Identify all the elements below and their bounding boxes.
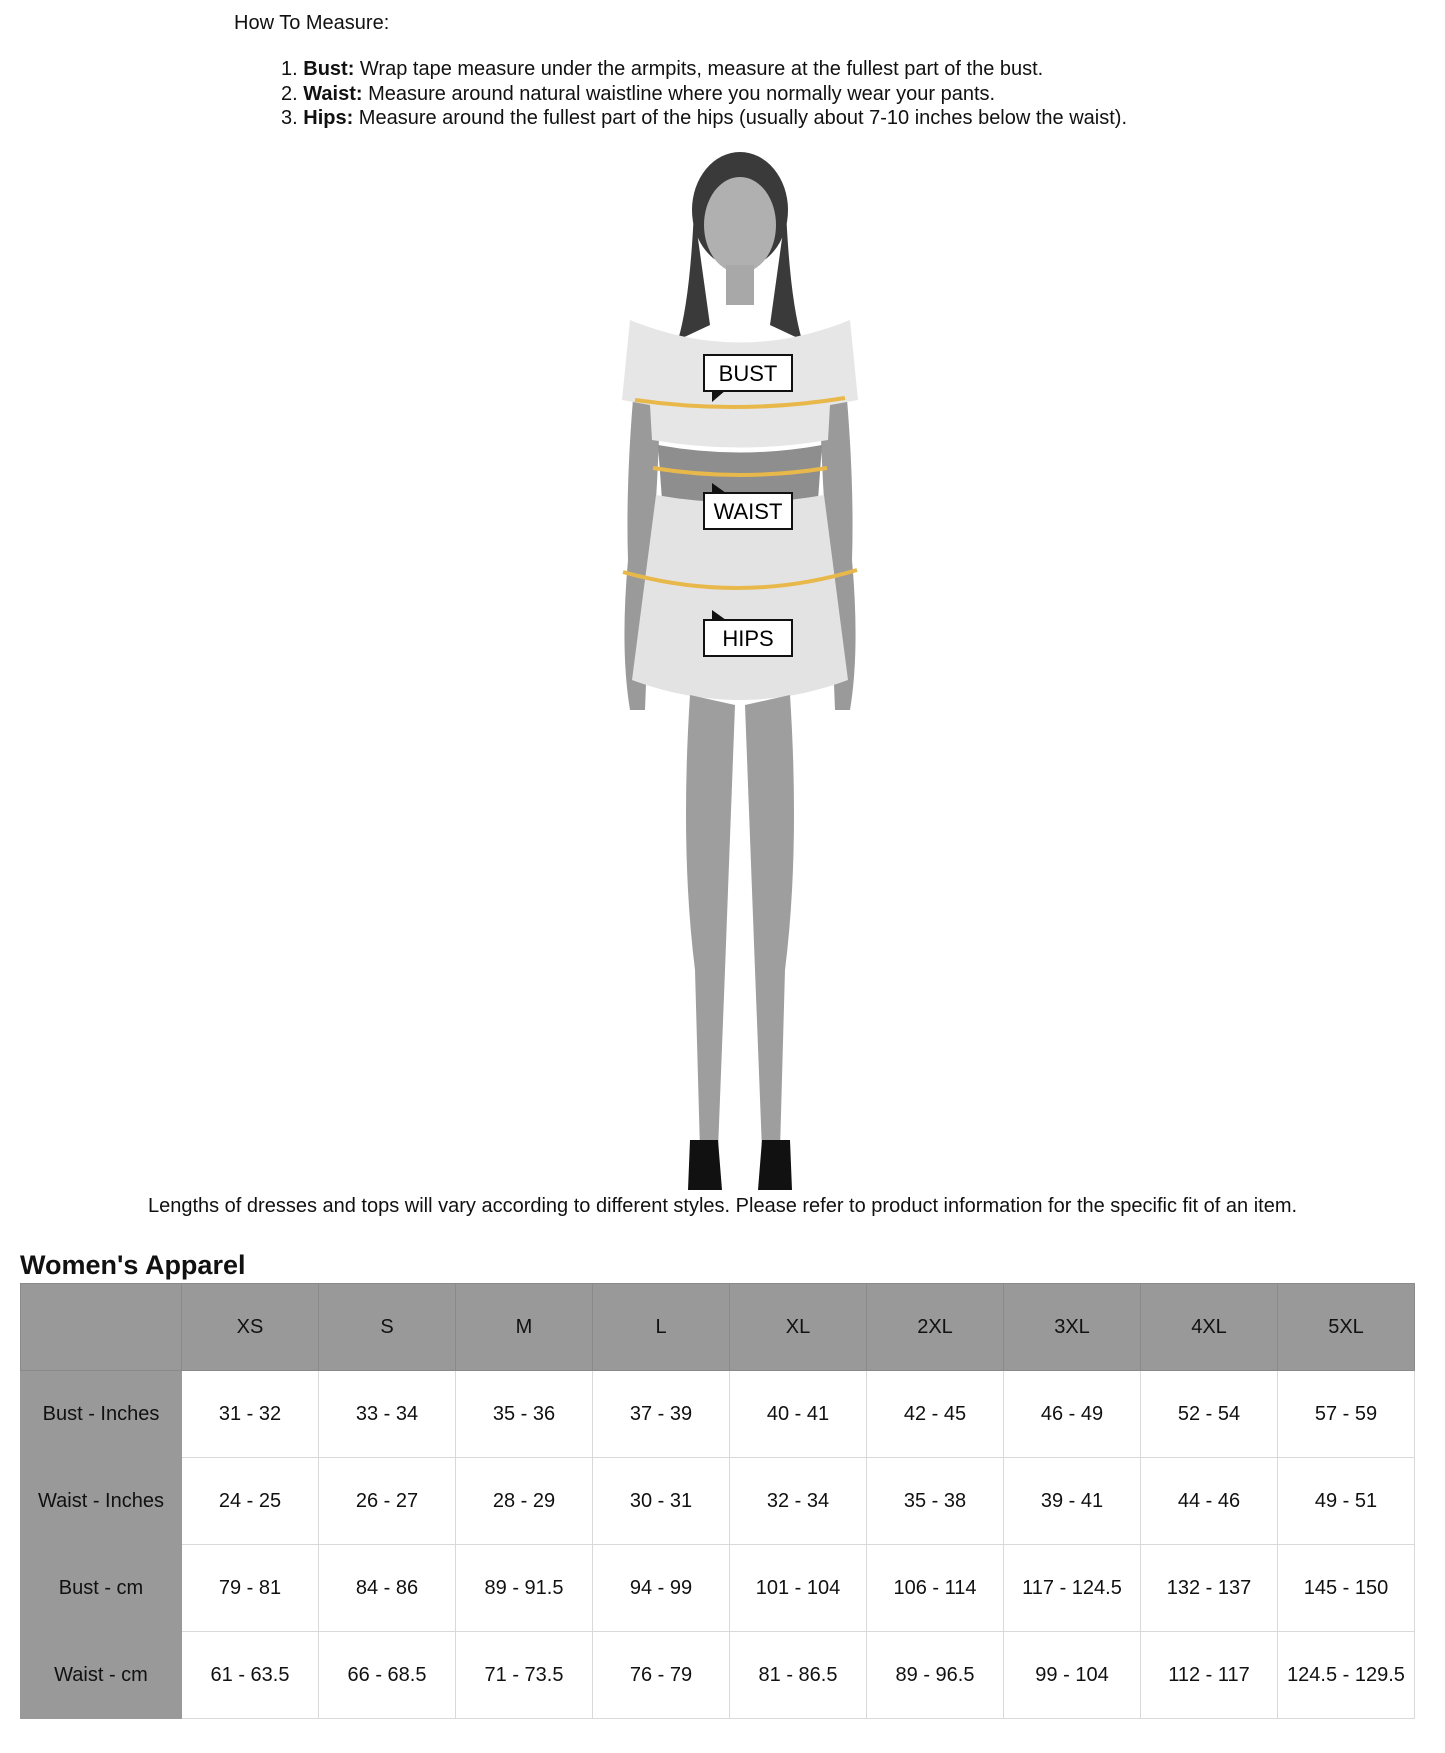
size-header-3xl: 3XL [1003,1283,1141,1371]
svg-text:WAIST: WAIST [714,499,783,524]
length-caption: Lengths of dresses and tops will vary ac… [147,1195,1298,1217]
step-hips: 3. Hips: Measure around the fullest part… [281,106,1127,131]
step-text: Wrap tape measure under the armpits, mea… [354,58,1044,80]
table-cell: 24 - 25 [181,1457,319,1545]
how-to-measure-heading: How To Measure: [234,12,390,34]
table-cell: 89 - 96.5 [866,1631,1004,1719]
size-chart-title: Women's Apparel [20,1250,246,1280]
size-header-5xl: 5XL [1277,1283,1415,1371]
shoes [688,1140,792,1190]
table-cell: 79 - 81 [181,1544,319,1632]
row-label: Waist - Inches [20,1457,182,1545]
table-cell: 33 - 34 [318,1370,456,1458]
table-cell: 42 - 45 [866,1370,1004,1458]
size-header-2xl: 2XL [866,1283,1004,1371]
step-number: 2. [281,82,298,105]
size-header-s: S [318,1283,456,1371]
step-term: Bust: [303,58,355,80]
size-chart-table: XS S M L XL 2XL 3XL 4XL 5XL Bust - Inches 31 - 32… [20,1283,1415,1719]
table-row: Waist - cm 61 - 63.5 66 - 68.5 71 - 73.5 76 … [20,1631,1415,1719]
bust-label: BUST [703,354,793,402]
table-cell: 57 - 59 [1277,1370,1415,1458]
row-label: Waist - cm [20,1631,182,1719]
table-cell: 44 - 46 [1140,1457,1278,1545]
table-cell: 46 - 49 [1003,1370,1141,1458]
size-header-xl: XL [729,1283,867,1371]
svg-text:BUST: BUST [719,361,778,386]
table-cell: 112 - 117 [1140,1631,1278,1719]
table-cell: 117 - 124.5 [1003,1544,1141,1632]
header-row: XS S M L XL 2XL 3XL 4XL 5XL [20,1283,1415,1371]
step-number: 1. [281,58,298,80]
table-cell: 30 - 31 [592,1457,730,1545]
table-cell: 99 - 104 [1003,1631,1141,1719]
hips-label: HIPS [703,610,793,657]
table-cell: 84 - 86 [318,1544,456,1632]
table-cell: 76 - 79 [592,1631,730,1719]
table-cell: 40 - 41 [729,1370,867,1458]
table-cell: 94 - 99 [592,1544,730,1632]
table-cell: 39 - 41 [1003,1457,1141,1545]
table-cell: 31 - 32 [181,1370,319,1458]
table-cell: 35 - 38 [866,1457,1004,1545]
table-cell: 26 - 27 [318,1457,456,1545]
size-header-xs: XS [181,1283,319,1371]
measure-steps-list: 1. Bust: Wrap tape measure under the arm… [281,57,1127,131]
table-cell: 37 - 39 [592,1370,730,1458]
step-bust: 1. Bust: Wrap tape measure under the arm… [281,57,1127,82]
table-cell: 101 - 104 [729,1544,867,1632]
size-header-l: L [592,1283,730,1371]
step-text: Measure around the fullest part of the h… [353,107,1128,129]
row-label: Bust - Inches [20,1370,182,1458]
face [704,177,776,273]
table-cell: 71 - 73.5 [455,1631,593,1719]
table-row: Bust - cm 79 - 81 84 - 86 89 - 91.5 94 - 99 1… [20,1544,1415,1632]
step-term: Waist: [303,82,363,105]
step-term: Hips: [303,107,354,129]
step-waist: 2. Waist: Measure around natural waistli… [281,82,1127,107]
step-number: 3. [281,107,298,129]
table-cell: 66 - 68.5 [318,1631,456,1719]
bust-tape-line [634,396,846,410]
table-cell: 124.5 - 129.5 [1277,1631,1415,1719]
svg-text:HIPS: HIPS [722,626,773,651]
table-cell: 106 - 114 [866,1544,1004,1632]
table-cell: 61 - 63.5 [181,1631,319,1719]
corner-cell [20,1283,182,1371]
waist-label: WAIST [703,483,793,530]
table-cell: 49 - 51 [1277,1457,1415,1545]
skirt [632,495,848,700]
table-cell: 81 - 86.5 [729,1631,867,1719]
model-figure-image: BUST WAIST HIPS [622,152,858,1190]
size-header-m: M [455,1283,593,1371]
row-label: Bust - cm [20,1544,182,1632]
size-header-4xl: 4XL [1140,1283,1278,1371]
table-cell: 35 - 36 [455,1370,593,1458]
table-cell: 52 - 54 [1140,1370,1278,1458]
step-text: Measure around natural waistline where y… [362,82,996,105]
hips-tape-line [622,568,858,590]
table-cell: 145 - 150 [1277,1544,1415,1632]
table-cell: 32 - 34 [729,1457,867,1545]
table-cell: 89 - 91.5 [455,1544,593,1632]
table-row: Waist - Inches 24 - 25 26 - 27 28 - 29 30 - … [20,1457,1415,1545]
waist-tape-line [652,466,828,477]
table-cell: 28 - 29 [455,1457,593,1545]
table-cell: 132 - 137 [1140,1544,1278,1632]
table-row: Bust - Inches 31 - 32 33 - 34 35 - 36 37 - 3… [20,1370,1415,1458]
